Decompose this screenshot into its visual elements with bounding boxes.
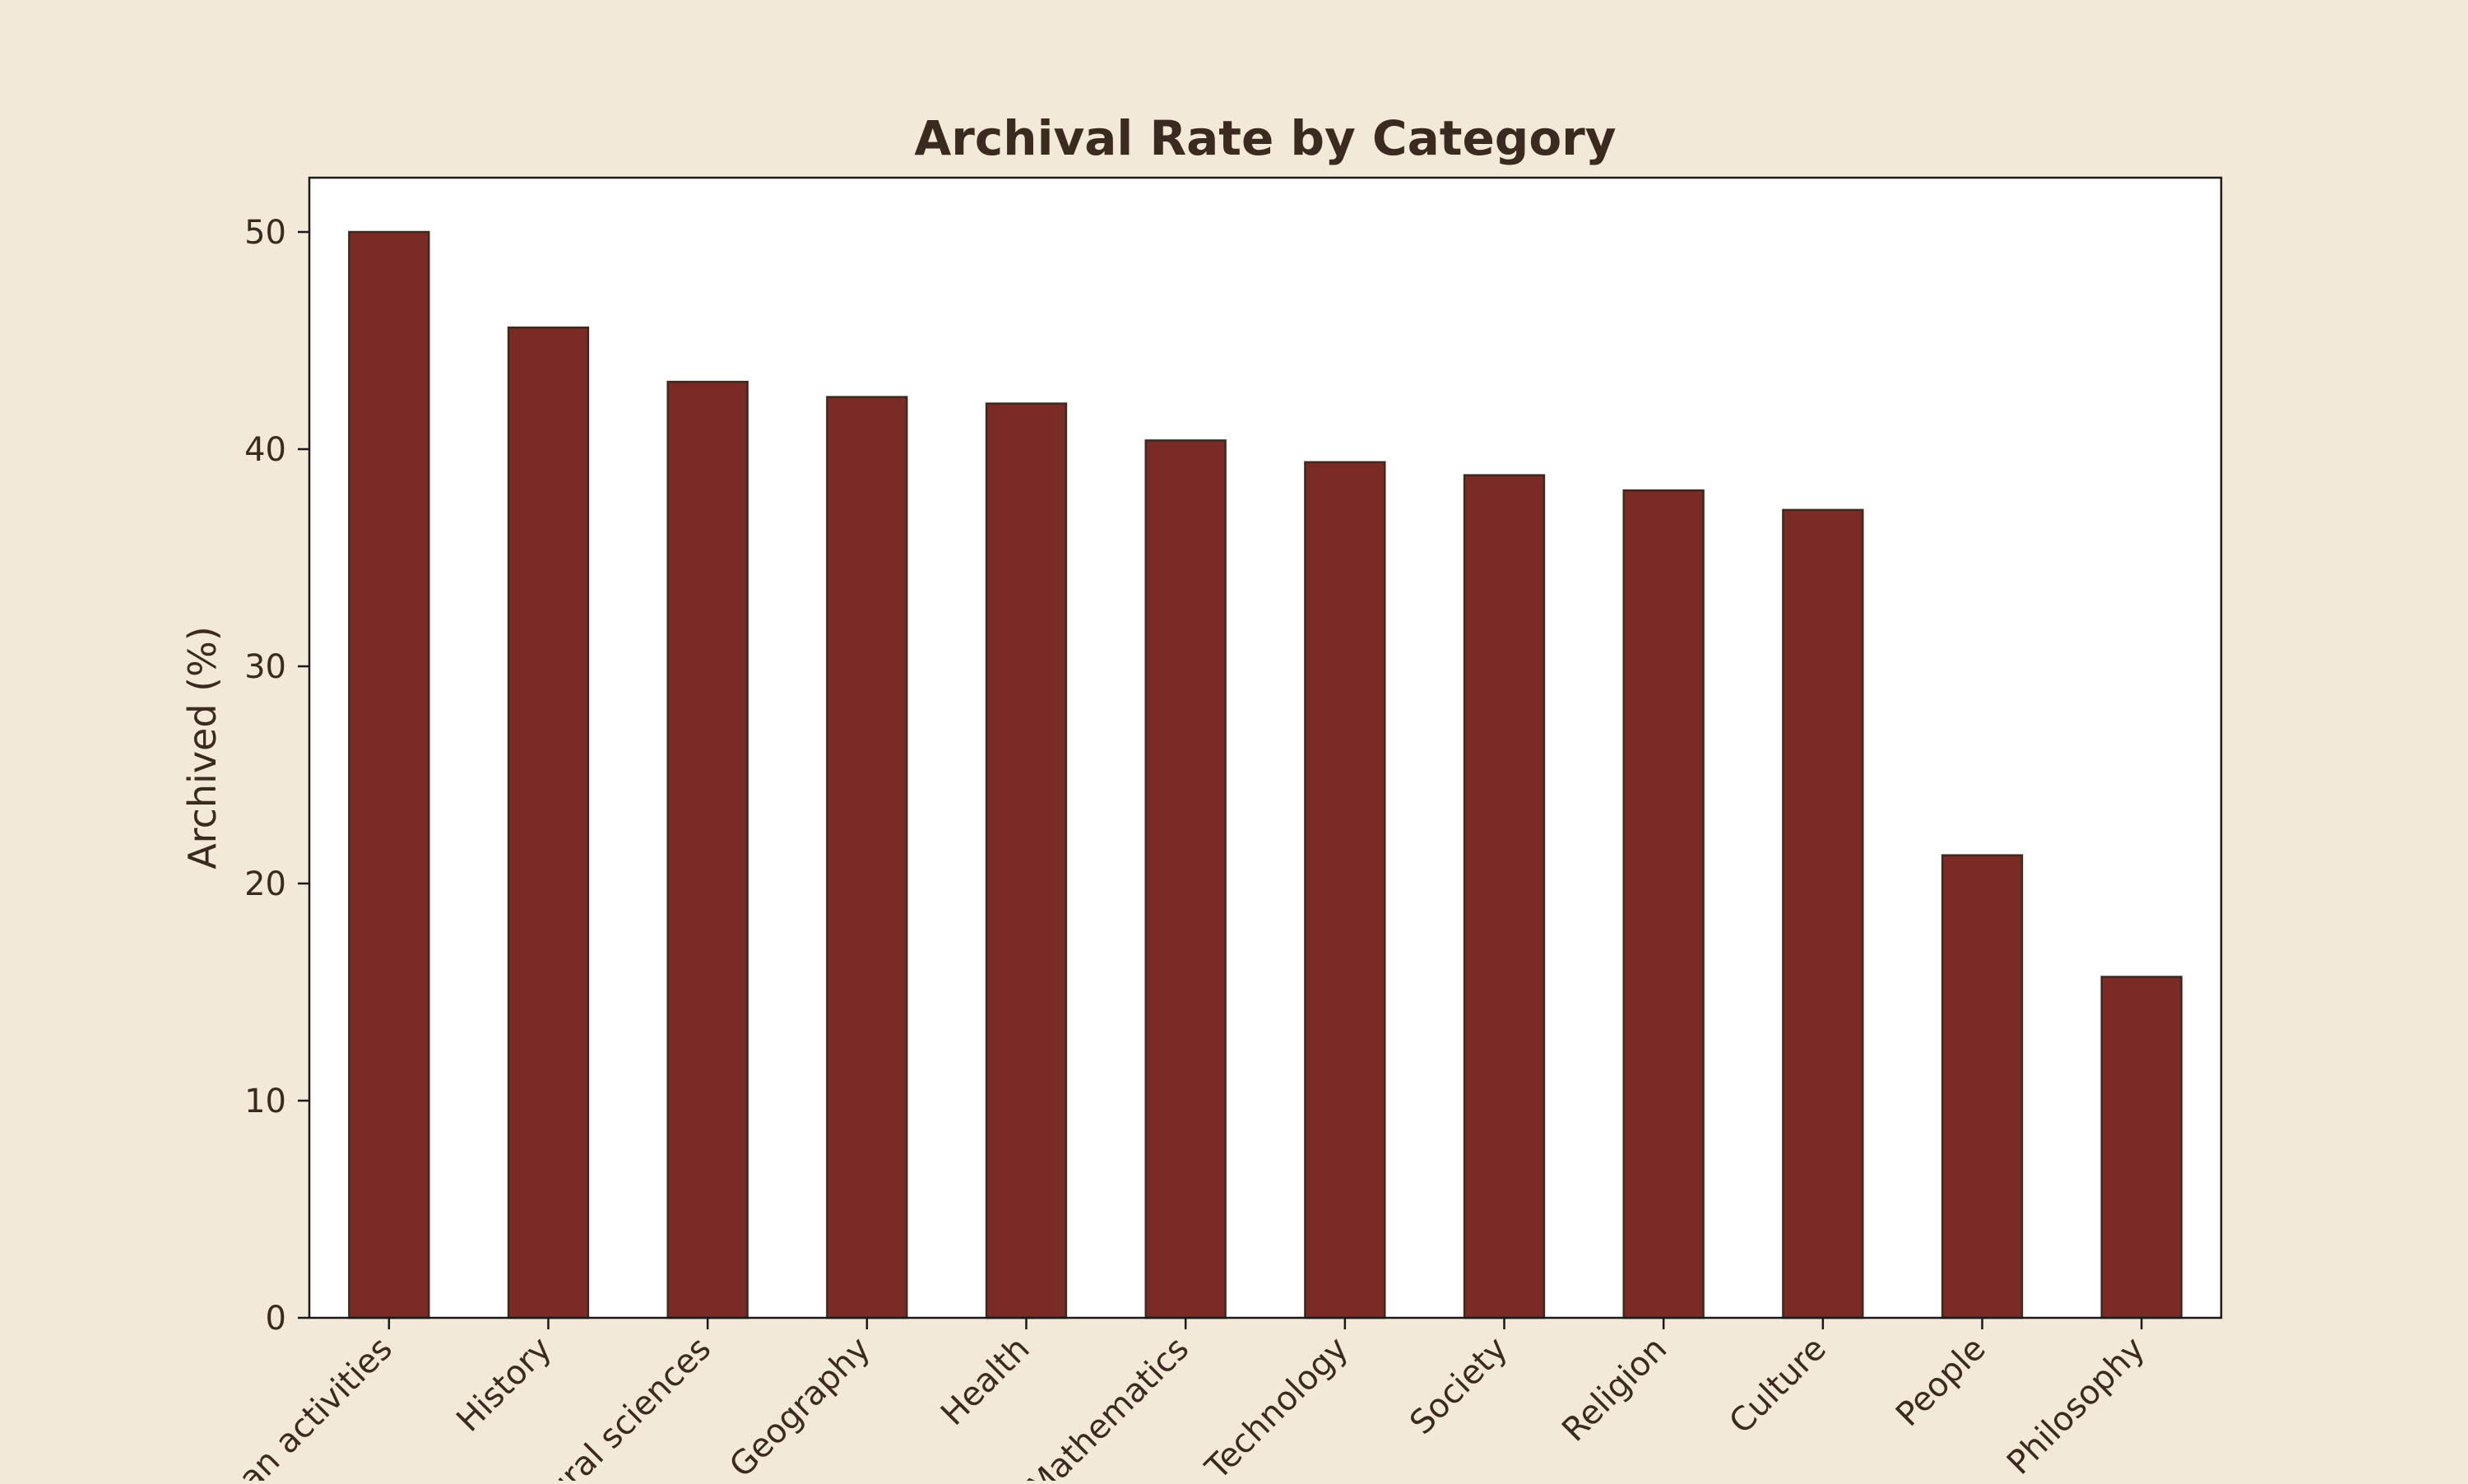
plot-area	[309, 178, 2221, 1318]
bar-human-activities	[348, 230, 430, 1319]
x-tick-label: Mathematics	[1019, 1330, 1196, 1481]
y-tick-label: 10	[244, 1083, 286, 1120]
y-tick-label: 20	[244, 865, 286, 903]
y-axis-label: Archived (%)	[180, 626, 225, 870]
bar-philosophy	[2100, 976, 2183, 1319]
y-tick-label: 30	[244, 648, 286, 686]
bar-geography	[826, 396, 908, 1319]
x-tick-label: Health	[934, 1330, 1037, 1433]
x-tick-label: Philosophy	[2000, 1330, 2152, 1481]
bar-technology	[1304, 461, 1386, 1319]
y-tick-label: 50	[244, 214, 286, 252]
x-tick-label: Culture	[1722, 1330, 1833, 1441]
x-tick-label: Religion	[1555, 1330, 1674, 1449]
x-tick-label: Technology	[1198, 1330, 1356, 1481]
x-tick-label: Geography	[722, 1330, 878, 1481]
bar-natural-sciences	[666, 380, 749, 1319]
y-tick-label: 0	[266, 1300, 286, 1338]
bar-mathematics	[1144, 439, 1227, 1319]
plot-frame	[308, 176, 2223, 1319]
x-tick-label: Human activities	[177, 1330, 400, 1481]
x-tick-label: Society	[1403, 1330, 1515, 1442]
y-tick-label: 40	[244, 431, 286, 469]
bars-layer	[348, 230, 2183, 1319]
bar-culture	[1782, 508, 1864, 1319]
y-axis: 0 10 20 30 40 50	[244, 214, 309, 1338]
x-tick-label: People	[1889, 1330, 1992, 1434]
chart-title: Archival Rate by Category	[914, 110, 1616, 166]
bar-history	[507, 326, 590, 1319]
bar-religion	[1622, 489, 1705, 1319]
bar-health	[985, 402, 1068, 1319]
bar-society	[1463, 474, 1546, 1319]
bar-people	[1941, 854, 2024, 1319]
x-tick-label: History	[449, 1330, 559, 1440]
